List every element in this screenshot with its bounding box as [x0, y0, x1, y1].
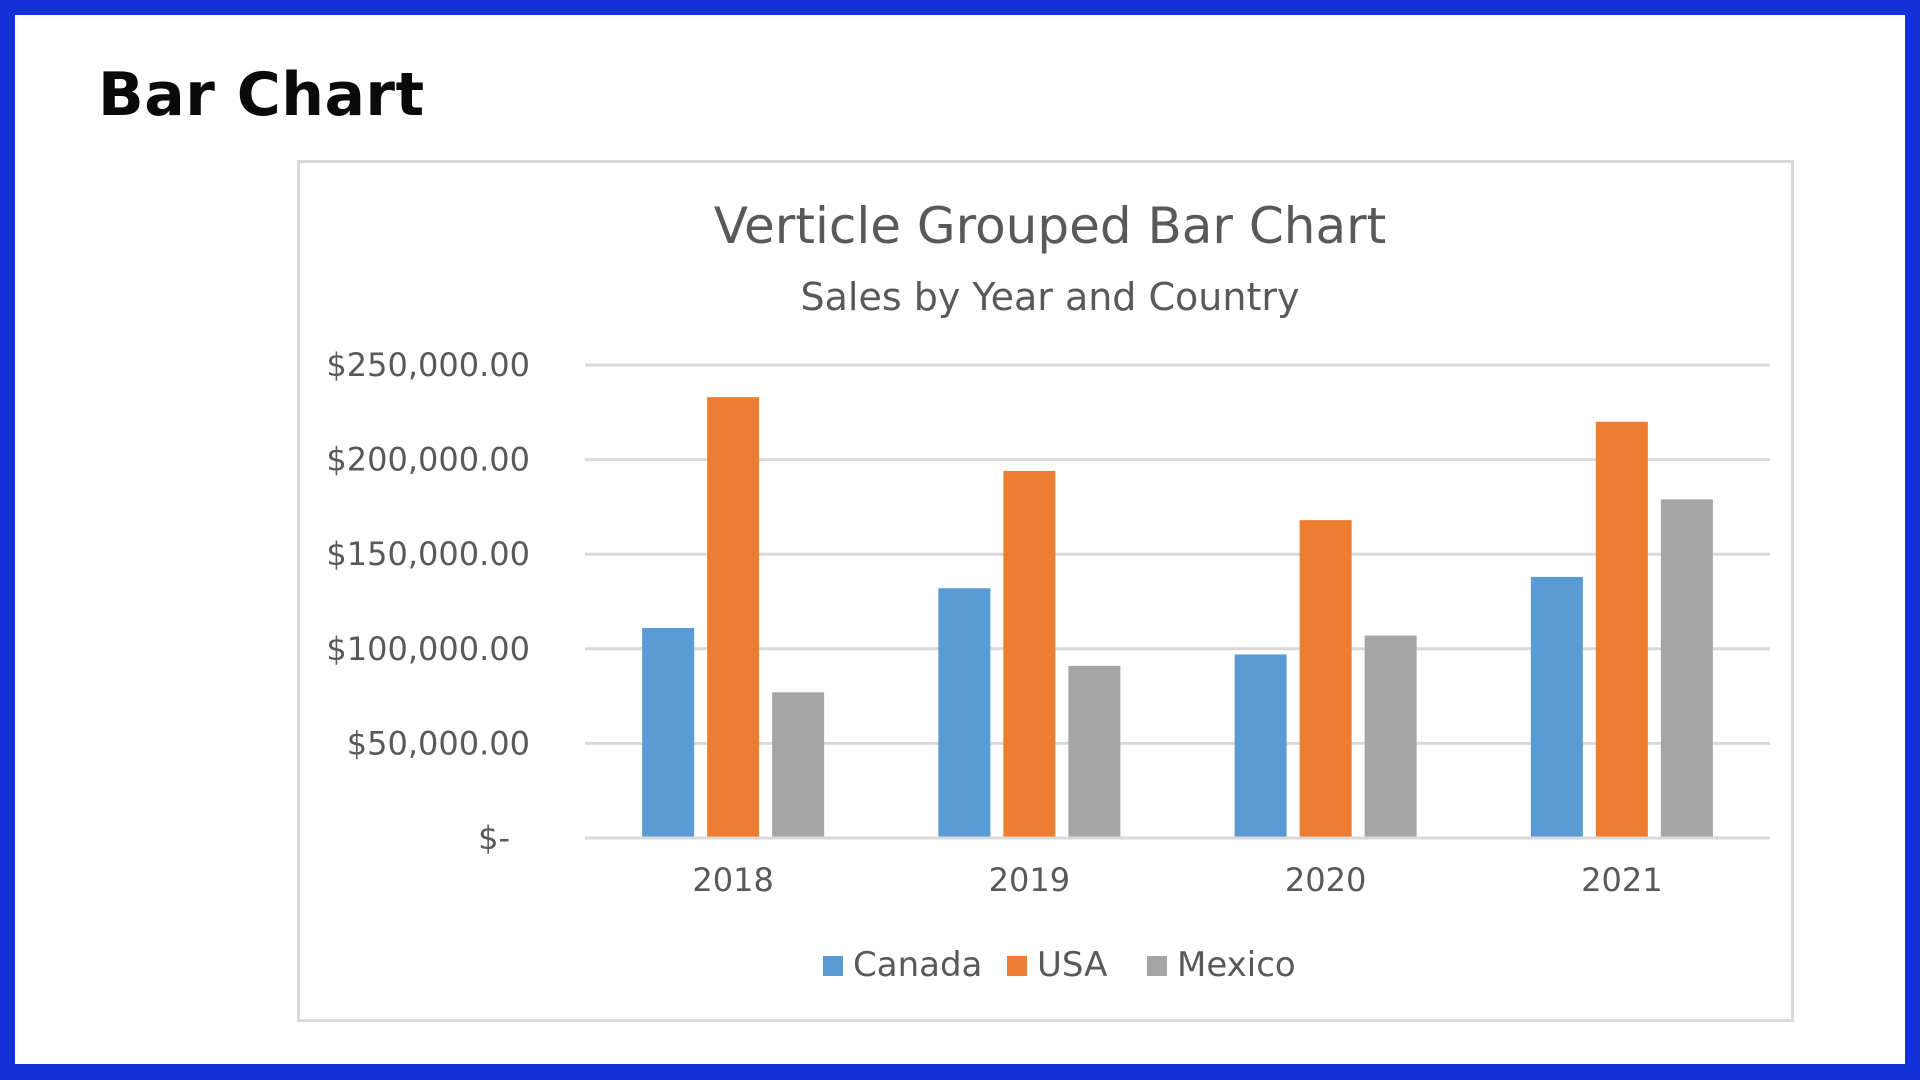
y-tick-label: $-: [478, 819, 510, 857]
gridlines: [585, 363, 1770, 840]
bar-mexico-2018: [772, 692, 825, 838]
x-tick-label: 2019: [989, 861, 1070, 899]
x-axis-ticks: 2018 2019 2020 2021: [692, 861, 1662, 899]
page-heading: Bar Chart: [98, 60, 425, 130]
chart-subtitle: Sales by Year and Country: [801, 275, 1300, 319]
chart-title: Verticle Grouped Bar Chart: [714, 197, 1387, 255]
legend: Canada USA Mexico: [823, 945, 1296, 985]
legend-label-mexico: Mexico: [1177, 945, 1296, 985]
x-tick-label: 2020: [1285, 861, 1366, 899]
legend-swatch-usa: [1007, 956, 1027, 976]
legend-label-usa: USA: [1037, 945, 1107, 985]
y-tick-label: $50,000.00: [347, 724, 530, 762]
bar-canada-2018: [642, 627, 695, 838]
bar-canada-2021: [1530, 576, 1583, 838]
legend-swatch-mexico: [1147, 956, 1167, 976]
y-tick-label: $150,000.00: [326, 535, 530, 573]
bar-canada-2020: [1234, 654, 1287, 838]
bar-mexico-2021: [1660, 499, 1713, 838]
bar-canada-2019: [938, 588, 991, 838]
bar-usa-2018: [707, 397, 760, 838]
bar-chart: Verticle Grouped Bar Chart Sales by Year…: [326, 197, 1770, 985]
bar-mexico-2019: [1068, 665, 1121, 838]
x-tick-label: 2021: [1581, 861, 1662, 899]
x-tick-label: 2018: [692, 861, 773, 899]
bars: [585, 397, 1770, 840]
bar-usa-2021: [1595, 421, 1648, 838]
bar-usa-2020: [1299, 520, 1352, 838]
bar-mexico-2020: [1364, 635, 1417, 838]
chart-frame: Verticle Grouped Bar Chart Sales by Year…: [297, 160, 1794, 1022]
slide: Bar Chart Verticle Grouped Bar Chart Sal…: [15, 15, 1905, 1064]
legend-swatch-canada: [823, 956, 843, 976]
y-axis-ticks: $- $50,000.00 $100,000.00 $150,000.00 $200,0…: [326, 346, 530, 857]
y-tick-label: $250,000.00: [326, 346, 530, 384]
legend-label-canada: Canada: [853, 945, 982, 985]
y-tick-label: $100,000.00: [326, 630, 530, 668]
bar-usa-2019: [1003, 470, 1056, 838]
y-tick-label: $200,000.00: [326, 441, 530, 479]
